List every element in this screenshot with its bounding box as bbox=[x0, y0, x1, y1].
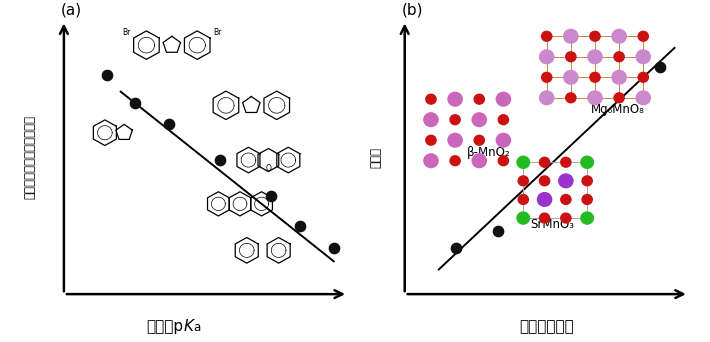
Circle shape bbox=[588, 91, 602, 105]
Circle shape bbox=[448, 92, 462, 106]
Circle shape bbox=[614, 93, 624, 103]
Circle shape bbox=[582, 195, 592, 205]
Circle shape bbox=[426, 135, 436, 145]
Text: 触媒の塩基性: 触媒の塩基性 bbox=[519, 319, 574, 334]
Circle shape bbox=[542, 31, 552, 41]
Point bbox=[129, 100, 141, 105]
Text: 反応性（反応速度の対数）: 反応性（反応速度の対数） bbox=[23, 115, 36, 199]
Point bbox=[214, 157, 226, 163]
Circle shape bbox=[496, 92, 510, 106]
Circle shape bbox=[540, 176, 550, 186]
Point bbox=[294, 223, 305, 228]
Circle shape bbox=[612, 29, 626, 43]
Circle shape bbox=[498, 156, 508, 166]
Circle shape bbox=[540, 91, 554, 105]
Text: (b): (b) bbox=[402, 3, 423, 18]
Circle shape bbox=[517, 156, 530, 168]
Text: Mg₆MnO₈: Mg₆MnO₈ bbox=[591, 103, 645, 116]
Circle shape bbox=[614, 52, 624, 62]
Circle shape bbox=[581, 212, 594, 224]
Text: Br: Br bbox=[122, 28, 131, 37]
Point bbox=[493, 228, 504, 234]
Point bbox=[163, 122, 175, 127]
Text: a: a bbox=[193, 321, 200, 334]
Circle shape bbox=[638, 73, 648, 82]
Circle shape bbox=[518, 176, 528, 186]
Circle shape bbox=[636, 91, 650, 105]
Point bbox=[328, 245, 339, 250]
Text: (a): (a) bbox=[61, 3, 82, 18]
Point bbox=[450, 245, 462, 250]
Circle shape bbox=[566, 93, 576, 103]
Text: O: O bbox=[266, 164, 271, 173]
Text: 基質のp: 基質のp bbox=[146, 319, 183, 334]
Circle shape bbox=[450, 115, 460, 124]
Point bbox=[655, 64, 666, 70]
Circle shape bbox=[540, 213, 550, 223]
Text: β-MnO₂: β-MnO₂ bbox=[467, 146, 510, 159]
Circle shape bbox=[582, 176, 592, 186]
Circle shape bbox=[581, 156, 594, 168]
Circle shape bbox=[590, 31, 600, 41]
Circle shape bbox=[450, 156, 460, 166]
Circle shape bbox=[540, 50, 554, 64]
Circle shape bbox=[540, 157, 550, 167]
Circle shape bbox=[426, 94, 436, 104]
Circle shape bbox=[498, 115, 508, 124]
Circle shape bbox=[517, 212, 530, 224]
Circle shape bbox=[472, 113, 486, 127]
Circle shape bbox=[537, 193, 552, 206]
Point bbox=[266, 193, 277, 198]
Circle shape bbox=[638, 31, 648, 41]
Circle shape bbox=[561, 195, 571, 205]
Circle shape bbox=[424, 113, 438, 127]
Circle shape bbox=[561, 213, 571, 223]
Circle shape bbox=[636, 50, 650, 64]
Circle shape bbox=[590, 73, 600, 82]
Circle shape bbox=[472, 154, 486, 168]
Circle shape bbox=[448, 133, 462, 147]
Text: K: K bbox=[183, 319, 193, 334]
Text: 反応性: 反応性 bbox=[370, 147, 383, 168]
Circle shape bbox=[588, 50, 602, 64]
Circle shape bbox=[518, 195, 528, 205]
Circle shape bbox=[474, 94, 484, 104]
Point bbox=[101, 73, 112, 78]
Circle shape bbox=[424, 154, 438, 168]
Text: SrMnO₃: SrMnO₃ bbox=[530, 218, 574, 231]
Circle shape bbox=[564, 29, 578, 43]
Circle shape bbox=[612, 70, 626, 84]
Text: Br: Br bbox=[213, 28, 222, 37]
Circle shape bbox=[566, 52, 576, 62]
Circle shape bbox=[474, 135, 484, 145]
Circle shape bbox=[561, 157, 571, 167]
Circle shape bbox=[542, 73, 552, 82]
Circle shape bbox=[559, 174, 573, 188]
Circle shape bbox=[564, 70, 578, 84]
Circle shape bbox=[496, 133, 510, 147]
